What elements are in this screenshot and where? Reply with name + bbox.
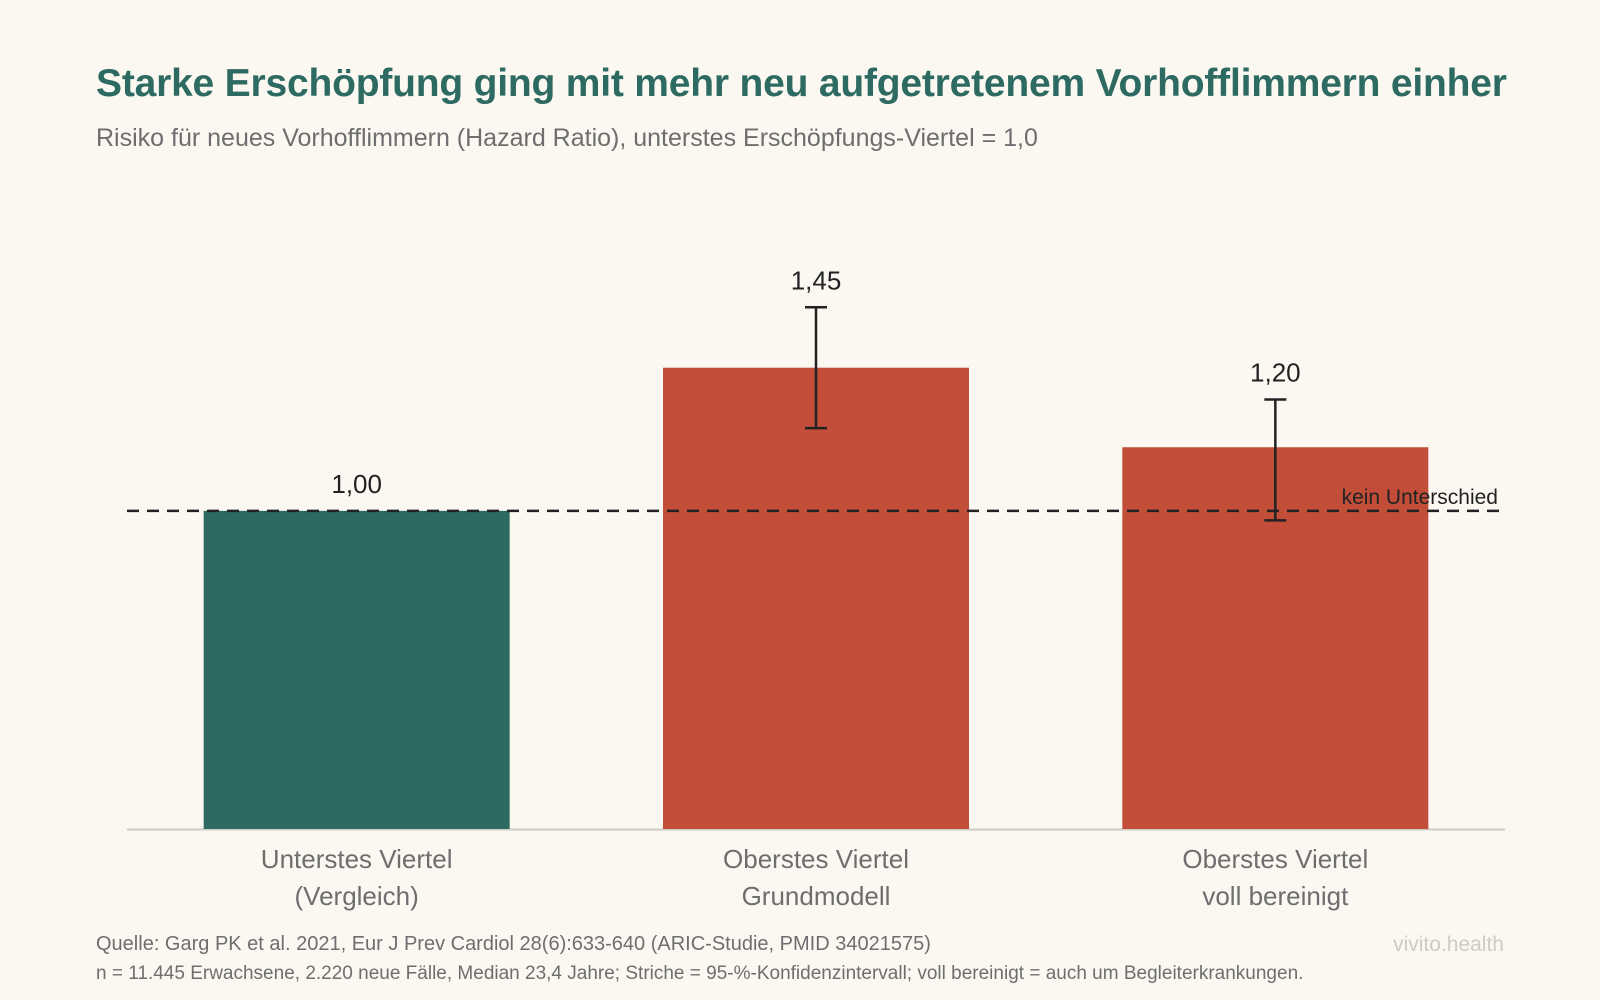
x-tick-label-2-line-1: Oberstes Viertel bbox=[723, 844, 909, 874]
data-label-1: 1,00 bbox=[331, 469, 382, 499]
chart-title: Starke Erschöpfung ging mit mehr neu auf… bbox=[96, 62, 1507, 105]
x-tick-label-1-line-1: Unterstes Viertel bbox=[261, 844, 453, 874]
method-note: n = 11.445 Erwachsene, 2.220 neue Fälle,… bbox=[96, 963, 1304, 984]
brand-label: vivito.health bbox=[1393, 933, 1504, 956]
x-tick-label-3-line-1: Oberstes Viertel bbox=[1182, 844, 1368, 874]
bar-2 bbox=[663, 367, 969, 829]
bar-1 bbox=[203, 510, 510, 829]
x-tick-label-3-line-2: voll bereinigt bbox=[1202, 881, 1349, 911]
x-tick-label-2-line-2: Grundmodell bbox=[742, 881, 891, 911]
chart-subtitle: Risiko für neues Vorhofflimmern (Hazard … bbox=[96, 124, 1038, 152]
data-label-3: 1,20 bbox=[1250, 358, 1301, 388]
reference-line-label: kein Unterschied bbox=[1342, 486, 1498, 509]
x-tick-label-1-line-2: (Vergleich) bbox=[295, 881, 419, 911]
source-note: Quelle: Garg PK et al. 2021, Eur J Prev … bbox=[96, 933, 931, 955]
data-label-2: 1,45 bbox=[791, 265, 842, 295]
